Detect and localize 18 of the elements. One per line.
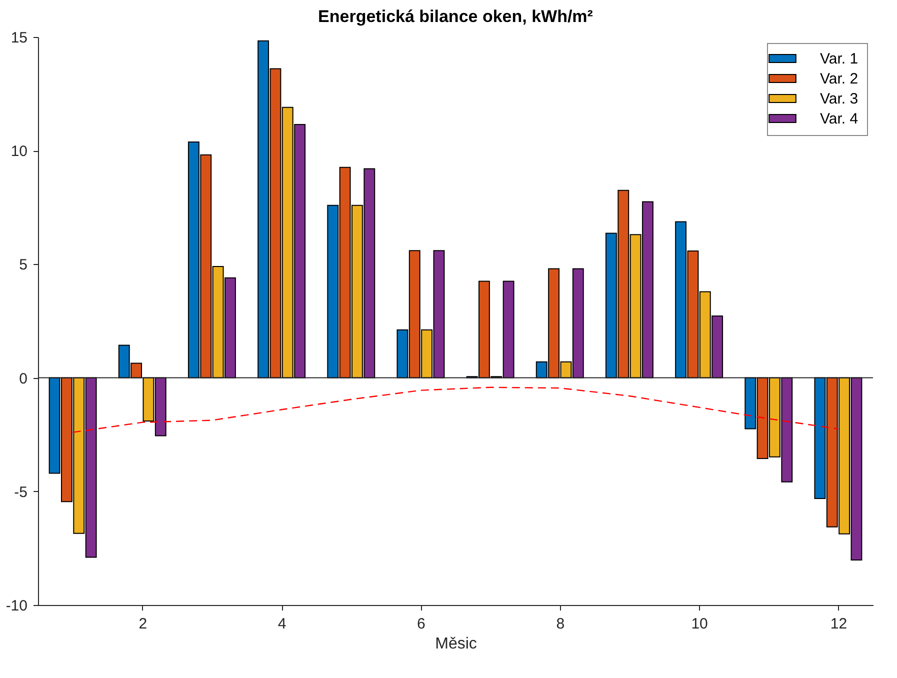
- x-axis-title: Měsic: [435, 636, 477, 652]
- y-tick-label: -10: [6, 598, 28, 614]
- y-tick-label: 10: [10, 143, 28, 160]
- legend-label: Var. 3: [820, 90, 858, 108]
- x-tick-label: 6: [417, 616, 426, 632]
- x-tick-label: 4: [278, 616, 286, 632]
- x-tick-label: 12: [830, 616, 848, 632]
- y-tick-label: 15: [10, 30, 28, 46]
- legend-label: Var. 4: [820, 110, 858, 128]
- chart-title: Energetická bilance oken, kWh/m²: [318, 7, 594, 26]
- y-tick-label: 0: [19, 370, 28, 388]
- legend-label: Var. 2: [820, 70, 858, 88]
- x-tick-label: 8: [556, 616, 565, 632]
- x-tick-label: 10: [691, 616, 708, 632]
- y-tick-label: -5: [14, 484, 28, 501]
- x-tick-label: 2: [138, 616, 148, 632]
- y-tick-label: 5: [19, 256, 28, 274]
- legend-label: Var. 1: [820, 50, 858, 68]
